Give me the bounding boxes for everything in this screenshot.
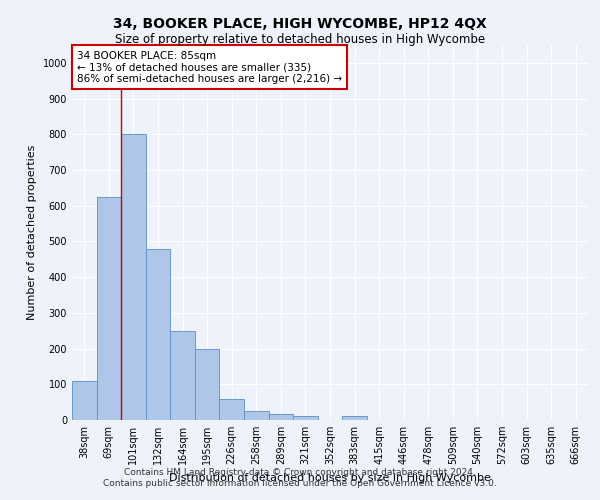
Y-axis label: Number of detached properties: Number of detached properties: [27, 145, 37, 320]
Text: 34, BOOKER PLACE, HIGH WYCOMBE, HP12 4QX: 34, BOOKER PLACE, HIGH WYCOMBE, HP12 4QX: [113, 18, 487, 32]
Bar: [72, 380, 97, 420]
Bar: [342, 416, 367, 420]
Bar: [244, 411, 269, 420]
Text: 34 BOOKER PLACE: 85sqm
← 13% of detached houses are smaller (335)
86% of semi-de: 34 BOOKER PLACE: 85sqm ← 13% of detached…: [77, 50, 342, 84]
Text: Size of property relative to detached houses in High Wycombe: Size of property relative to detached ho…: [115, 32, 485, 46]
Bar: [195, 348, 220, 420]
Bar: [269, 414, 293, 420]
Bar: [146, 248, 170, 420]
Bar: [121, 134, 146, 420]
Bar: [170, 330, 195, 420]
X-axis label: Distribution of detached houses by size in High Wycombe: Distribution of detached houses by size …: [169, 472, 491, 482]
Bar: [97, 197, 121, 420]
Bar: [293, 416, 318, 420]
Bar: [220, 398, 244, 420]
Text: Contains HM Land Registry data © Crown copyright and database right 2024.
Contai: Contains HM Land Registry data © Crown c…: [103, 468, 497, 487]
